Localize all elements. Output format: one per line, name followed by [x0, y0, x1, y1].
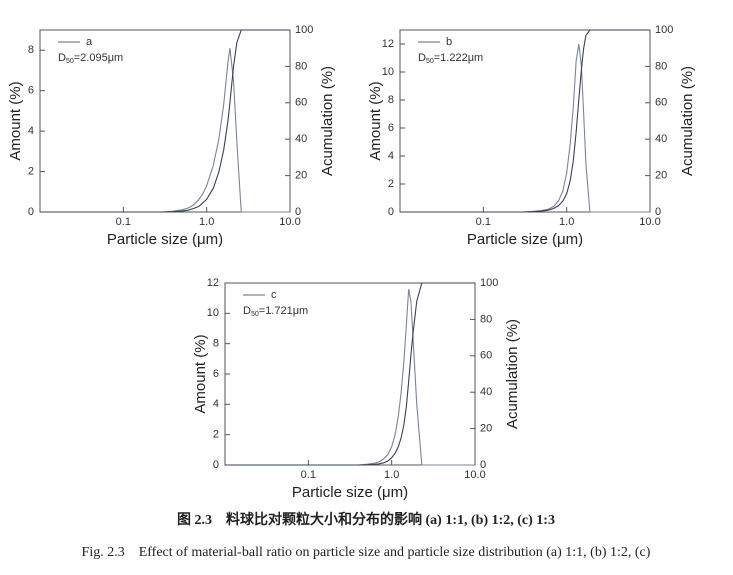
annotation: D50=2.095μm: [58, 52, 123, 65]
data-line: [400, 43, 650, 213]
x-tick-label: 0.1: [116, 216, 131, 228]
y2-tick-label: 40: [655, 133, 667, 145]
annotation: D50=1.222μm: [418, 52, 483, 65]
annotation-base: D: [418, 52, 426, 64]
y2-tick-label: 80: [655, 60, 667, 72]
y2-tick-label: 20: [480, 423, 492, 435]
y2-tick-label: 0: [480, 459, 486, 471]
y2-tick-label: 40: [480, 386, 492, 398]
annotation-sub: 50: [66, 58, 74, 65]
y2-tick-label: 0: [295, 206, 301, 218]
legend-label: b: [446, 36, 452, 48]
y2-tick-label: 60: [480, 350, 492, 362]
y2-axis-title: Acumulation (%): [319, 66, 336, 176]
y-tick-label: 12: [207, 277, 219, 289]
y-tick-label: 8: [28, 44, 34, 56]
y-tick-label: 10: [382, 66, 394, 78]
data-line: [225, 282, 475, 466]
y2-tick-label: 60: [295, 97, 307, 109]
y2-tick-label: 100: [295, 24, 313, 36]
y2-tick-label: 0: [655, 206, 661, 218]
annotation: D50=1.721μm: [243, 305, 308, 318]
y2-tick-label: 80: [295, 60, 307, 72]
y-tick-label: 4: [213, 398, 219, 410]
y-tick-label: 2: [388, 178, 394, 190]
y-tick-label: 0: [28, 206, 34, 218]
x-tick-label: 0.1: [476, 216, 491, 228]
y-tick-label: 10: [207, 307, 219, 319]
y2-tick-label: 20: [295, 170, 307, 182]
annotation-text: =1.222μm: [434, 52, 483, 64]
annotation-text: =2.095μm: [74, 52, 123, 64]
y-tick-label: 6: [213, 368, 219, 380]
x-axis-title: Particle size (μm): [107, 231, 223, 248]
y-axis-title: Amount (%): [367, 81, 384, 160]
y2-axis-title: Acumulation (%): [679, 66, 696, 176]
x-tick-label: 10.0: [464, 469, 485, 481]
annotation-sub: 50: [426, 58, 434, 65]
x-axis-title: Particle size (μm): [467, 231, 583, 248]
y2-tick-label: 100: [480, 277, 498, 289]
y-tick-label: 4: [388, 150, 394, 162]
x-tick-label: 0.1: [301, 469, 316, 481]
y-tick-label: 12: [382, 38, 394, 50]
data-line: [40, 48, 290, 213]
y-tick-label: 6: [388, 122, 394, 134]
y2-tick-label: 60: [655, 97, 667, 109]
x-tick-label: 10.0: [279, 216, 300, 228]
data-line: [40, 29, 290, 213]
x-tick-label: 10.0: [639, 216, 660, 228]
caption-en: Fig. 2.3 Effect of material-ball ratio o…: [82, 545, 651, 560]
x-tick-label: 1.0: [559, 216, 574, 228]
y-axis-title: Amount (%): [192, 334, 209, 413]
annotation-sub: 50: [251, 311, 259, 318]
y2-tick-label: 100: [655, 24, 673, 36]
annotation-base: D: [243, 305, 251, 317]
annotation-base: D: [58, 52, 66, 64]
y-axis-title: Amount (%): [7, 81, 24, 160]
y2-tick-label: 40: [295, 133, 307, 145]
annotation-text: =1.721μm: [259, 305, 308, 317]
y-tick-label: 2: [213, 429, 219, 441]
y-tick-label: 8: [213, 338, 219, 350]
y-tick-label: 0: [388, 206, 394, 218]
y2-tick-label: 20: [655, 170, 667, 182]
y-tick-label: 6: [28, 85, 34, 97]
caption-cn: 图 2.3 料球比对颗粒大小和分布的影响 (a) 1:1, (b) 1:2, (…: [177, 511, 555, 528]
y2-axis-title: Acumulation (%): [504, 319, 521, 429]
y-tick-label: 8: [388, 94, 394, 106]
y-tick-label: 0: [213, 459, 219, 471]
legend-label: c: [271, 289, 277, 301]
x-tick-label: 1.0: [199, 216, 214, 228]
y2-tick-label: 80: [480, 313, 492, 325]
data-line: [400, 29, 650, 213]
legend-label: a: [86, 36, 93, 48]
y-tick-label: 4: [28, 125, 34, 137]
x-tick-label: 1.0: [384, 469, 399, 481]
y-tick-label: 2: [28, 165, 34, 177]
x-axis-title: Particle size (μm): [292, 484, 408, 501]
